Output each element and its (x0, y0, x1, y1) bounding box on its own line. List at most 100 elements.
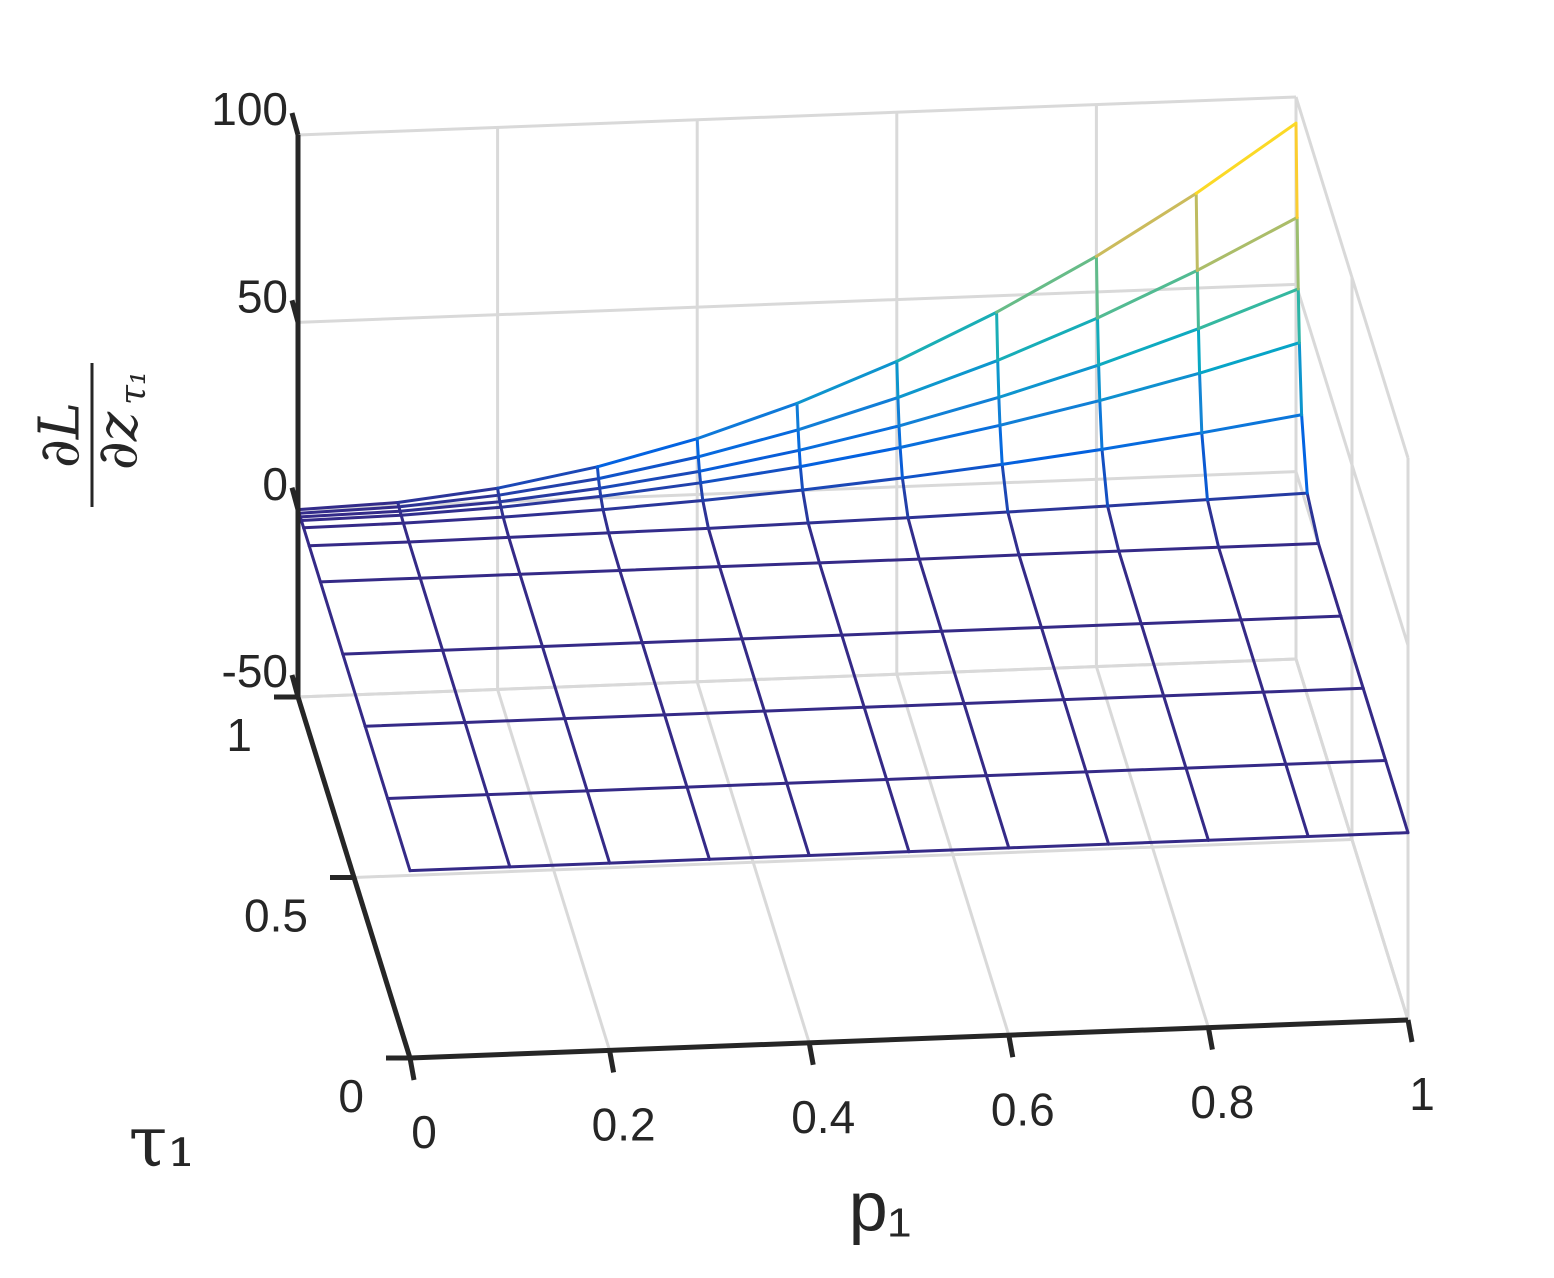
mesh-edge (1261, 686, 1365, 694)
mesh-edge (618, 565, 722, 572)
mesh-edge (608, 857, 711, 865)
mesh-edge (1117, 549, 1143, 626)
tick-mark (1405, 1019, 1415, 1043)
mesh-edge (563, 717, 589, 793)
grid-line (297, 657, 1297, 699)
mesh-edge (499, 505, 505, 519)
grid-line (1294, 96, 1410, 459)
mesh-edge (496, 465, 599, 490)
mesh-edge (898, 445, 904, 480)
mesh-edge (707, 853, 811, 861)
mesh-edge (501, 515, 511, 539)
z-label-subscript: τ₁ (113, 371, 154, 405)
mesh-edge (363, 724, 390, 800)
z-tick-label: 0 (262, 458, 288, 510)
mesh-edge (485, 793, 512, 869)
mesh-edge (895, 310, 999, 363)
y-tick-label: 0.5 (244, 890, 308, 942)
mesh-edge (296, 500, 400, 512)
mesh-edge (463, 717, 567, 724)
mesh-edge (1306, 831, 1410, 838)
mesh-edge (1006, 504, 1110, 514)
mesh-edge (762, 709, 789, 785)
mesh-edge (1100, 431, 1204, 451)
mesh-edge (1117, 545, 1221, 553)
mesh-edge (663, 709, 766, 717)
mesh-edge (299, 513, 403, 522)
mesh-edge (499, 494, 603, 509)
mesh-edge (797, 448, 802, 469)
mesh-edge (962, 698, 1066, 705)
mesh-edge (840, 633, 866, 709)
tick-mark (806, 1042, 816, 1066)
mesh-edge (696, 455, 701, 473)
mesh-edge (407, 540, 422, 580)
mesh-edge (806, 521, 821, 565)
mesh-edge (984, 774, 1011, 850)
mesh-edge (1107, 838, 1210, 846)
mesh-edge (1039, 625, 1066, 702)
mesh-edge (1017, 553, 1043, 629)
mesh-edge (1098, 399, 1104, 451)
mesh-edge (900, 476, 910, 520)
grid-line (353, 838, 1353, 879)
mesh-edge (595, 465, 601, 481)
x-tick-label: 0 (411, 1106, 437, 1158)
mesh-edge (607, 531, 622, 572)
mesh-edge (1194, 191, 1199, 272)
mesh-edge (507, 535, 522, 576)
mesh-edge (341, 652, 367, 728)
mesh-edge (796, 428, 801, 452)
mesh-edge (1384, 758, 1410, 835)
mesh-edge (302, 526, 311, 548)
mesh-edge (701, 488, 805, 503)
z-label-numerator: ∂L (28, 402, 93, 468)
mesh-edge (998, 399, 1102, 427)
mesh-edge (996, 358, 1001, 399)
y-tick-label: 1 (226, 709, 252, 761)
mesh-edge (1297, 341, 1304, 417)
mesh-edge (1194, 121, 1298, 195)
mesh-edge (508, 861, 612, 869)
mesh-edge (785, 777, 889, 785)
mesh-edge (407, 535, 511, 544)
mesh-edge (485, 789, 589, 797)
mesh-edge (798, 465, 805, 492)
z-label-denominator: ∂z (86, 411, 151, 470)
mesh-edge (399, 505, 503, 517)
mesh-edge (297, 505, 401, 515)
mesh-edge (1198, 371, 1204, 435)
z-tick-label: 50 (237, 270, 288, 322)
mesh-edge (599, 481, 703, 498)
mesh-edge (906, 516, 921, 561)
mesh-edge (1196, 327, 1202, 375)
mesh-edge (498, 486, 602, 504)
mesh-edge (718, 561, 821, 569)
tick-mark (607, 1049, 617, 1073)
x-axis-label: p₁ (849, 1167, 912, 1245)
mesh-edge (1195, 268, 1200, 331)
mesh-edge (418, 576, 445, 652)
mesh-edge (1361, 686, 1388, 762)
mesh-edge (997, 363, 1101, 399)
tick-mark (1205, 1027, 1215, 1051)
mesh-edge (1296, 287, 1301, 345)
mesh-edge (701, 499, 710, 530)
mesh-edge (518, 572, 544, 648)
mesh-edge (807, 850, 911, 857)
mesh-edge (1039, 622, 1143, 629)
z-tick-label: 100 (211, 83, 288, 135)
mesh-edge (1084, 770, 1111, 846)
mesh-edge (401, 521, 411, 544)
y-tick-label: 0 (338, 1070, 364, 1122)
mesh-edge (1217, 541, 1320, 549)
mesh-edge (685, 785, 711, 861)
mesh-edge (418, 572, 522, 580)
mesh-edge (685, 781, 789, 789)
y-axis-label: τ₁ (129, 1101, 196, 1183)
mesh-edge (597, 477, 602, 490)
mesh-edge (1097, 363, 1102, 403)
mesh-edge (1062, 698, 1088, 774)
mesh-edge (441, 648, 467, 724)
mesh-edge (1205, 491, 1309, 502)
